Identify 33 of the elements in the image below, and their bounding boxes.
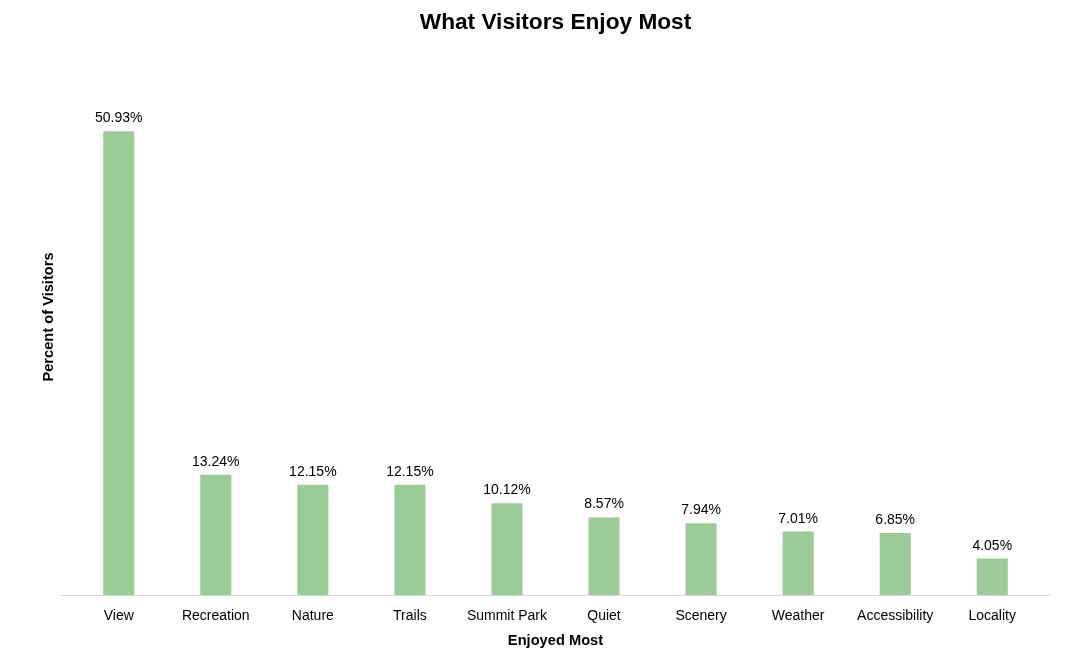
data-label: 4.05%	[972, 536, 1013, 553]
data-label: 13.24%	[192, 452, 240, 469]
data-label: 50.93%	[94, 109, 143, 126]
x-tick-label: Accessibility	[857, 606, 934, 623]
x-tick-label: Summit Park	[466, 606, 549, 623]
chart-title: What Visitors Enjoy Most	[419, 7, 692, 34]
x-tick-label: Nature	[291, 606, 335, 623]
bar	[976, 558, 1008, 596]
bar	[103, 131, 135, 596]
y-axis-title: Percent of Visitors	[39, 252, 56, 382]
data-label: 6.85%	[875, 511, 916, 528]
data-label: 10.12%	[483, 481, 531, 498]
x-tick-label: Quiet	[587, 606, 621, 623]
x-tick-label: Scenery	[675, 606, 727, 623]
bar	[782, 531, 814, 596]
data-label: 8.57%	[584, 495, 624, 512]
data-label: 7.94%	[681, 501, 721, 518]
data-label: 7.01%	[778, 509, 818, 526]
bar	[491, 503, 523, 596]
x-tick-label: View	[103, 606, 135, 623]
bar	[685, 523, 717, 596]
bar	[588, 517, 620, 596]
x-tick-label: Weather	[771, 606, 825, 623]
data-label: 12.15%	[386, 462, 434, 479]
x-tick-label: Trails	[393, 606, 427, 623]
x-axis-title: Enjoyed Most	[507, 631, 604, 648]
x-tick-label: Locality	[968, 606, 1016, 623]
bar	[879, 533, 911, 596]
x-tick-label: Recreation	[181, 606, 250, 623]
bar	[200, 474, 232, 596]
bar	[297, 484, 329, 596]
data-label: 12.15%	[289, 462, 337, 479]
bar	[394, 484, 426, 596]
